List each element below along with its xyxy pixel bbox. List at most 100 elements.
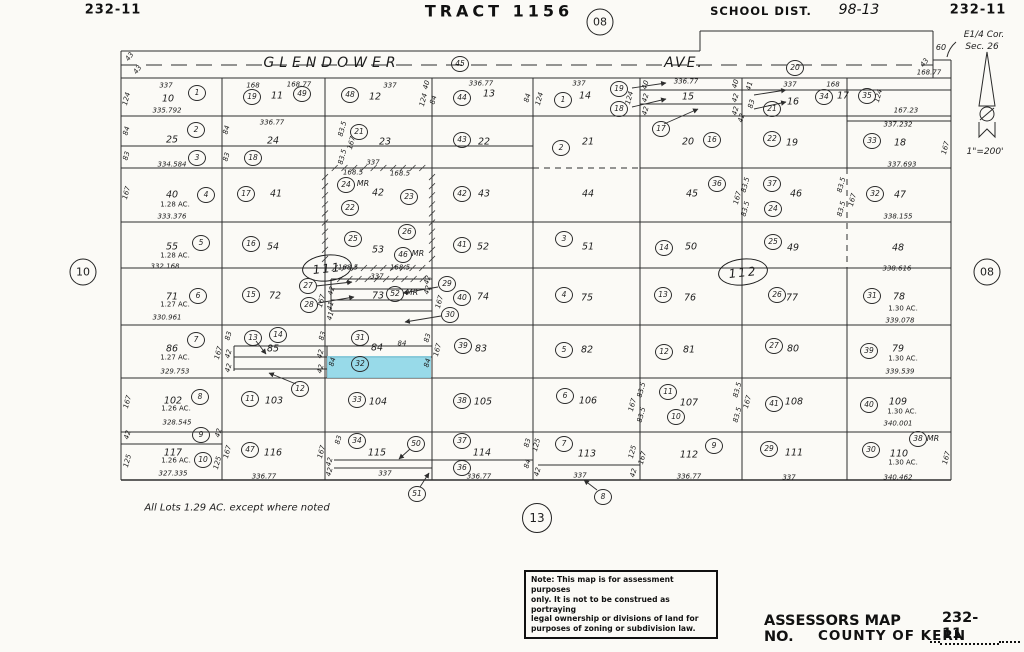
parcel-number-circle: 41 bbox=[453, 237, 471, 253]
parcel-number-circle: 16 bbox=[242, 236, 260, 252]
parcel-number-circle: 29 bbox=[438, 276, 456, 292]
parcel-number-circle: 12 bbox=[655, 344, 673, 360]
map-text: 52 bbox=[476, 241, 490, 253]
map-text: 336.77 bbox=[251, 472, 277, 481]
map-text: 15 bbox=[681, 91, 695, 103]
parcel-number-circle: 6 bbox=[189, 288, 207, 304]
map-text: AVE. bbox=[664, 55, 704, 71]
parcel-number-circle: 24 bbox=[337, 177, 355, 193]
map-text: 168 bbox=[246, 81, 260, 90]
parcel-number-circle: 26 bbox=[398, 224, 416, 240]
parcel-number-circle: 18 bbox=[610, 101, 628, 117]
corner-note-line2: Sec. 26 bbox=[965, 42, 999, 52]
school-district-label: SCHOOL DIST. bbox=[710, 4, 812, 18]
parcel-number-circle: 34 bbox=[815, 89, 833, 105]
map-text: GLENDOWER bbox=[263, 55, 401, 71]
map-text: 75 bbox=[580, 292, 594, 304]
highlighted-parcel[interactable] bbox=[327, 356, 431, 378]
parcel-number-circle: 11 bbox=[241, 391, 259, 407]
map-text: 71 bbox=[165, 291, 179, 303]
parcel-number-circle: 9 bbox=[192, 427, 210, 443]
dotted-leader bbox=[998, 639, 1020, 643]
map-text: 72 bbox=[268, 290, 282, 302]
parcel-number-circle: 23 bbox=[400, 189, 418, 205]
map-text: 17 bbox=[836, 90, 850, 102]
parcel-number-circle: 35 bbox=[858, 88, 876, 104]
parcel-number-circle: 40 bbox=[453, 290, 471, 306]
map-text: 82 bbox=[580, 344, 594, 356]
map-text: 11 bbox=[270, 90, 284, 102]
parcel-number-circle: 6 bbox=[556, 388, 574, 404]
parcel-number-circle: 9 bbox=[705, 438, 723, 454]
parcel-number-circle: 38 bbox=[453, 393, 471, 409]
map-text: 340.462 bbox=[883, 473, 913, 482]
map-text: 337 bbox=[572, 79, 586, 88]
parcel-number-circle: 49 bbox=[293, 86, 311, 102]
map-text: MR bbox=[356, 179, 370, 188]
assessors-map-number: 232-11 bbox=[939, 610, 999, 645]
parcel-number-circle: 17 bbox=[652, 121, 670, 137]
parcel-number-circle: 8 bbox=[594, 489, 612, 505]
map-text: 112 bbox=[679, 449, 699, 461]
note-line: purposes of zoning or subdivision law. bbox=[531, 624, 696, 634]
parcel-number-circle: 22 bbox=[763, 131, 781, 147]
dotted-leader bbox=[930, 639, 940, 643]
parcel-number-circle: 5 bbox=[192, 235, 210, 251]
parcel-number-circle: 20 bbox=[786, 60, 804, 76]
map-text: 23 bbox=[378, 136, 392, 148]
map-text: 14 bbox=[578, 90, 592, 102]
map-text: 76 bbox=[683, 292, 697, 304]
map-text: 328.545 bbox=[162, 418, 192, 427]
map-text: 49 bbox=[786, 242, 800, 254]
parcel-number-circle: 14 bbox=[269, 327, 287, 343]
map-text: 168.5 bbox=[389, 169, 411, 178]
map-text: 168.77 bbox=[286, 80, 312, 89]
sheet-number-left: 232-11 bbox=[84, 2, 142, 18]
map-text: 86 bbox=[165, 343, 179, 355]
map-text: 1.26 AC. bbox=[161, 404, 191, 413]
map-text: 168.5 bbox=[337, 263, 359, 272]
map-text: 77 bbox=[785, 292, 799, 304]
map-text: 168.5 bbox=[342, 168, 364, 177]
map-text: 337 bbox=[782, 473, 796, 482]
parcel-number-circle: 18 bbox=[244, 150, 262, 166]
map-text: 60 bbox=[935, 43, 947, 52]
map-text: 339.078 bbox=[885, 316, 915, 325]
map-text: 85 bbox=[266, 343, 280, 355]
map-text: 12 bbox=[368, 91, 382, 103]
parcel-number-circle: 38 bbox=[909, 431, 927, 447]
map-text: 24 bbox=[266, 135, 280, 147]
map-text: 18 bbox=[893, 137, 907, 149]
map-text: 1.30 AC. bbox=[888, 458, 918, 467]
map-text: 336.77 bbox=[468, 79, 494, 88]
parcel-number-circle: 39 bbox=[454, 338, 472, 354]
parcel-number-circle: 25 bbox=[344, 231, 362, 247]
map-text: 117 bbox=[163, 447, 183, 459]
parcel-number-circle: 34 bbox=[348, 433, 366, 449]
map-text: 74 bbox=[476, 291, 490, 303]
map-text: 1.30 AC. bbox=[887, 407, 917, 416]
map-text: 54 bbox=[266, 241, 280, 253]
parcel-number-circle: 21 bbox=[763, 101, 781, 117]
map-text: 110 bbox=[889, 448, 909, 460]
map-text: 337 bbox=[378, 469, 392, 478]
parcel-number-circle: 15 bbox=[242, 287, 260, 303]
parcel-number-circle: 7 bbox=[555, 436, 573, 452]
map-scale: 1"=200' bbox=[966, 147, 1004, 157]
parcel-number-circle: 43 bbox=[453, 132, 471, 148]
parcel-number-circle: 42 bbox=[453, 186, 471, 202]
map-text: 40 bbox=[165, 189, 179, 201]
map-text: 1.27 AC. bbox=[160, 353, 190, 362]
map-text: 81 bbox=[682, 344, 696, 356]
parcel-number-circle: 24 bbox=[764, 201, 782, 217]
north-arrow-icon bbox=[946, 41, 996, 139]
parcel-number-circle: 13 bbox=[244, 330, 262, 346]
map-text: 22 bbox=[477, 136, 491, 148]
map-text: 13 bbox=[482, 88, 496, 100]
map-text: 336.77 bbox=[466, 472, 492, 481]
parcel-number-circle: 19 bbox=[243, 89, 261, 105]
map-text: MR bbox=[405, 288, 419, 297]
map-text: 84 bbox=[397, 339, 407, 348]
map-text: 337 bbox=[573, 471, 587, 480]
